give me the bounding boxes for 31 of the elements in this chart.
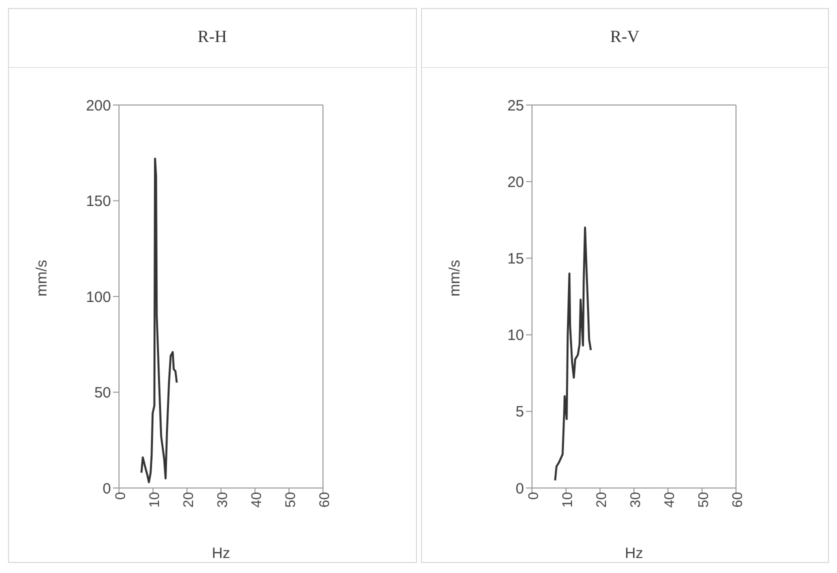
x-tick-label: 60 xyxy=(728,492,744,508)
y-tick-label: 25 xyxy=(506,97,524,114)
x-tick-label: 50 xyxy=(694,492,710,508)
y-tick-label: 5 xyxy=(515,404,524,421)
y-tick-label: 20 xyxy=(506,174,524,191)
y-tick-label: 50 xyxy=(94,384,111,402)
x-axis-title: Hz xyxy=(212,545,230,562)
y-tick-label: 10 xyxy=(506,327,524,344)
x-tick-label: 0 xyxy=(524,492,540,500)
chart-title: R-H xyxy=(9,9,416,68)
y-axis-title: mm/s xyxy=(446,260,463,296)
line-series xyxy=(554,226,592,482)
y-tick-label: 15 xyxy=(506,250,524,268)
x-tick-label: 40 xyxy=(248,492,264,508)
x-tick-label: 10 xyxy=(146,492,162,508)
x-tick-label: 60 xyxy=(316,492,332,508)
x-tick-label: 40 xyxy=(660,492,676,508)
y-axis-title: mm/s xyxy=(33,260,50,296)
x-tick-label: 50 xyxy=(282,492,298,508)
chart-title: R-V xyxy=(422,9,828,68)
x-tick-label: 20 xyxy=(180,492,196,508)
y-tick-label: 150 xyxy=(86,193,111,210)
x-tick-label: 20 xyxy=(592,492,608,508)
x-tick-label: 10 xyxy=(558,492,574,508)
x-axis-title: Hz xyxy=(624,545,643,562)
y-tick-label: 200 xyxy=(86,97,111,114)
x-tick-label: 30 xyxy=(626,492,642,508)
x-tick-label: 0 xyxy=(112,492,128,500)
y-tick-label: 100 xyxy=(86,288,111,306)
x-tick-label: 30 xyxy=(214,492,230,508)
line-series xyxy=(140,158,178,484)
